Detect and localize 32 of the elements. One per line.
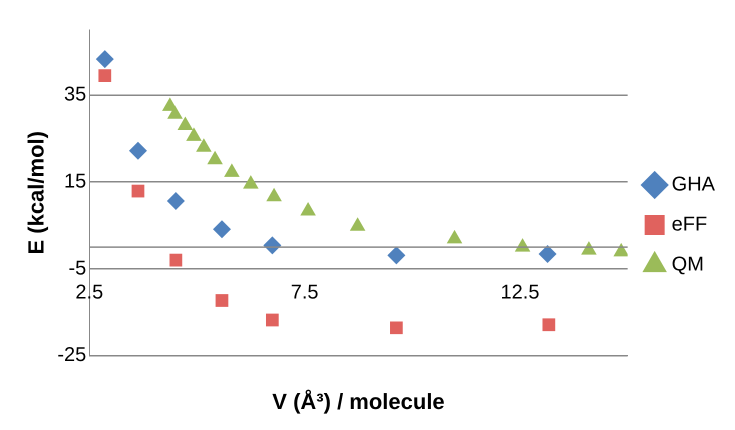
point [170, 254, 182, 266]
point [243, 175, 259, 189]
point [207, 150, 223, 164]
point [446, 230, 462, 244]
point [350, 217, 366, 231]
y-tick-label: -5 [68, 257, 86, 280]
point [216, 294, 228, 307]
x-tick-label: 12.5 [500, 282, 540, 304]
point [167, 105, 183, 119]
legend-label: eFF [672, 214, 708, 236]
y-tick-label: 15 [64, 170, 86, 192]
y-tick-label: -25 [57, 344, 86, 366]
point [212, 220, 231, 238]
point [266, 188, 282, 202]
legend-label: QM [672, 254, 704, 276]
point [542, 318, 556, 332]
point [390, 321, 403, 334]
y-axis-title: E (kcal/mol) [23, 131, 48, 255]
point [178, 116, 194, 130]
point [196, 138, 212, 152]
point [613, 242, 628, 256]
point [266, 314, 279, 326]
legend-label: GHA [672, 174, 716, 196]
x-tick-label: 2.5 [75, 282, 104, 304]
point [300, 202, 316, 216]
y-tick-label: 35 [64, 84, 86, 106]
point [224, 163, 240, 177]
point [538, 245, 557, 264]
point [186, 127, 202, 141]
x-axis-title: V (Å³) / molecule [272, 388, 445, 414]
x-tick-label: 7.5 [290, 282, 319, 304]
point [387, 246, 406, 264]
